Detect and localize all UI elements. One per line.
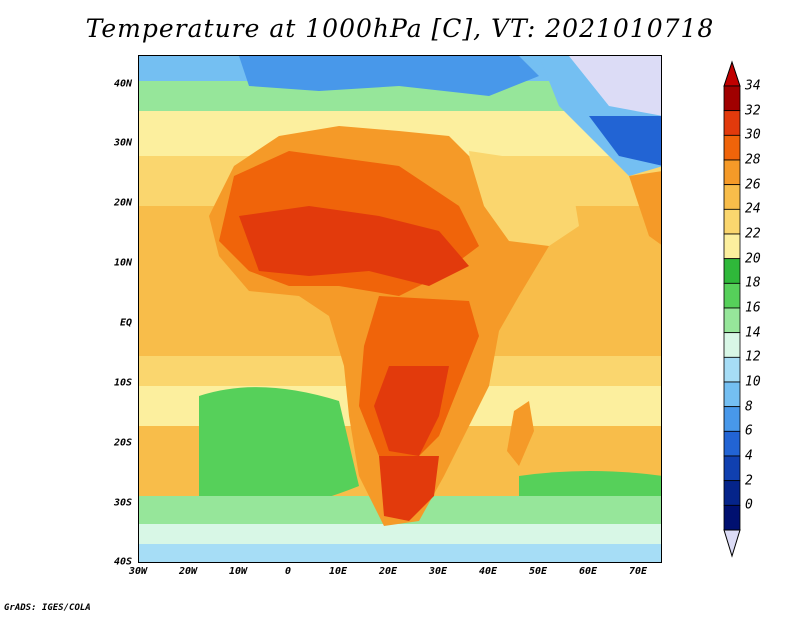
lon-label-20w: 20W <box>178 566 198 577</box>
colorbar-label: 14 <box>745 325 761 341</box>
colorbar-cell <box>723 134 741 161</box>
colorbar-cell <box>723 381 741 408</box>
colorbar-label: 2 <box>745 473 753 489</box>
lat-label-30n: 30N <box>113 137 132 149</box>
colorbar-cell <box>723 184 741 210</box>
lat-label-40n: 40N <box>113 78 132 90</box>
colorbar-label: 28 <box>745 152 761 168</box>
lon-label-10e: 10E <box>328 566 348 577</box>
colorbar-cell <box>723 233 741 260</box>
map-title: Temperature at 1000hPa [C], VT: 20210107… <box>85 14 715 43</box>
colorbar-cell <box>723 356 741 383</box>
colorbar-cell <box>723 504 741 531</box>
lat-label-10n: 10N <box>113 257 132 269</box>
colorbar-label: 22 <box>745 226 761 242</box>
lat-label-30s: 30S <box>113 497 132 509</box>
lon-label-40e: 40E <box>478 566 498 577</box>
colorbar-label: 24 <box>745 201 761 217</box>
lon-label-50e: 50E <box>528 566 548 577</box>
colorbar-cell <box>723 406 741 432</box>
colorbar-cell <box>723 85 741 112</box>
colorbar-cell <box>723 208 741 235</box>
lon-label-30w: 30W <box>128 566 148 577</box>
colorbar-label: 16 <box>745 300 761 316</box>
colorbar-under-triangle <box>723 529 741 558</box>
lat-label-40s: 40S <box>113 556 132 568</box>
colorbar-cell <box>723 332 741 358</box>
colorbar-label: 18 <box>745 275 761 291</box>
lat-label-eq: EQ <box>119 317 132 329</box>
colorbar-label: 6 <box>745 423 753 439</box>
map-plot-area <box>138 55 662 563</box>
colorbar-label: 34 <box>745 78 761 94</box>
temperature-field <box>139 56 661 562</box>
lon-label-60e: 60E <box>578 566 598 577</box>
colorbar-label: 30 <box>745 127 761 143</box>
colorbar-cell <box>723 480 741 506</box>
colorbar <box>723 60 741 558</box>
credit-text: GrADS: IGES/COLA <box>4 603 91 613</box>
colorbar-cell <box>723 110 741 136</box>
colorbar-cell <box>723 455 741 482</box>
colorbar-label: 8 <box>745 399 753 415</box>
lon-label-10w: 10W <box>228 566 248 577</box>
lon-label-20e: 20E <box>378 566 398 577</box>
lon-label-70e: 70E <box>628 566 648 577</box>
colorbar-label: 4 <box>745 448 753 464</box>
lon-label-0: 0 <box>284 566 292 577</box>
colorbar-label: 0 <box>745 497 753 513</box>
colorbar-cell <box>723 258 741 284</box>
colorbar-label: 32 <box>745 103 761 119</box>
colorbar-label: 10 <box>745 374 761 390</box>
colorbar-cell <box>723 282 741 309</box>
lat-label-10s: 10S <box>113 377 132 389</box>
colorbar-label: 20 <box>745 251 761 267</box>
lat-label-20s: 20S <box>113 437 132 449</box>
colorbar-over-triangle <box>723 60 741 87</box>
colorbar-cell <box>723 159 741 186</box>
lat-label-20n: 20N <box>113 197 132 209</box>
colorbar-cell <box>723 430 741 457</box>
lon-label-30e: 30E <box>428 566 448 577</box>
colorbar-label: 26 <box>745 177 761 193</box>
colorbar-label: 12 <box>745 349 761 365</box>
colorbar-cell <box>723 307 741 334</box>
